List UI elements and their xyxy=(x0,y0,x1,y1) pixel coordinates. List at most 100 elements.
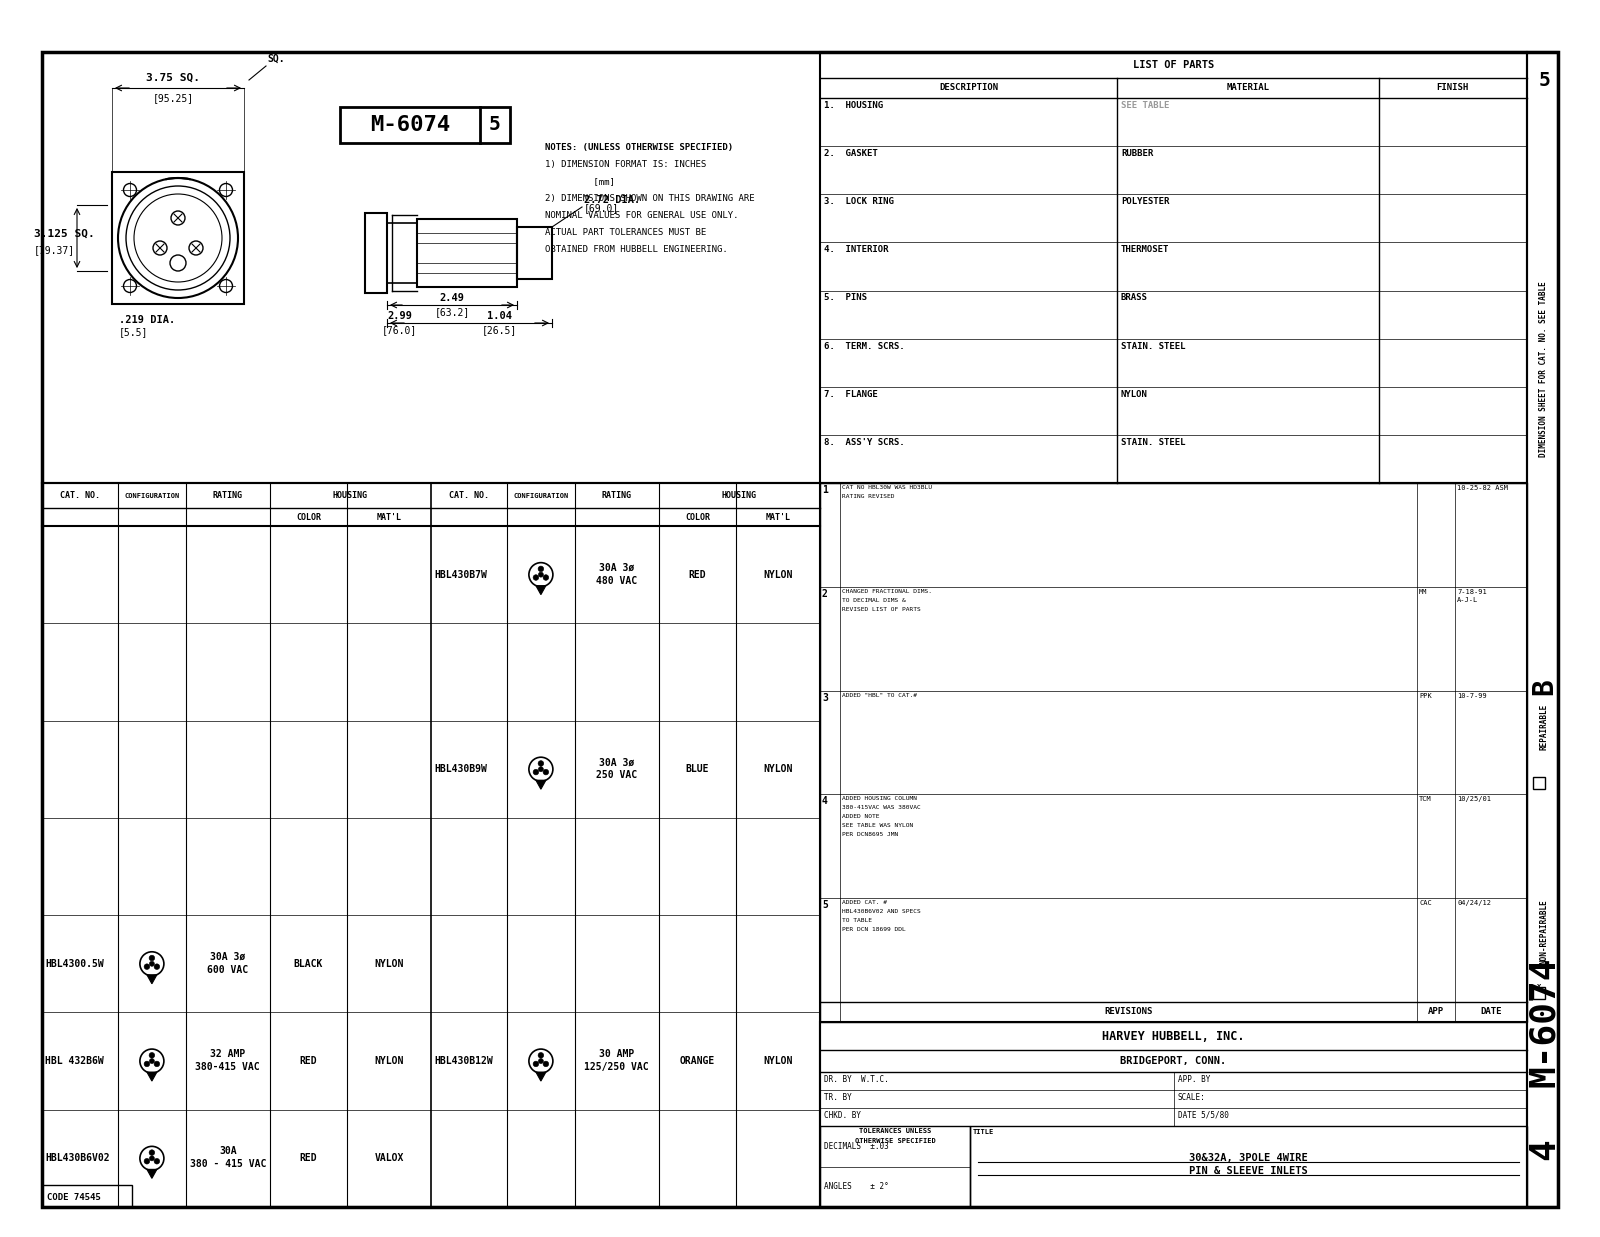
Circle shape xyxy=(533,769,539,774)
Text: A-J-L: A-J-L xyxy=(1458,596,1478,602)
Text: TO DECIMAL DIMS &: TO DECIMAL DIMS & xyxy=(842,597,906,602)
Text: 6.  TERM. SCRS.: 6. TERM. SCRS. xyxy=(824,341,904,350)
Text: [76.0]: [76.0] xyxy=(382,325,418,335)
Polygon shape xyxy=(147,1169,157,1179)
Text: 30A: 30A xyxy=(219,1147,237,1157)
Text: NYLON: NYLON xyxy=(1122,390,1147,398)
Bar xyxy=(1533,987,1546,999)
Text: X: X xyxy=(1538,983,1541,990)
Text: 5: 5 xyxy=(822,901,827,910)
Circle shape xyxy=(149,1150,155,1155)
Circle shape xyxy=(154,1158,160,1164)
Text: CONFIGURATION: CONFIGURATION xyxy=(125,492,179,499)
Text: DIMENSION SHEET FOR CAT. NO. SEE TABLE: DIMENSION SHEET FOR CAT. NO. SEE TABLE xyxy=(1539,282,1549,458)
Text: ADDED NOTE: ADDED NOTE xyxy=(842,814,880,819)
Text: CODE 74545: CODE 74545 xyxy=(46,1192,101,1202)
Bar xyxy=(418,219,517,287)
Bar xyxy=(339,106,510,143)
Text: SEE TABLE WAS NYLON: SEE TABLE WAS NYLON xyxy=(842,824,914,829)
Text: 380-415VAC WAS 380VAC: 380-415VAC WAS 380VAC xyxy=(842,805,920,810)
Text: LIST OF PARTS: LIST OF PARTS xyxy=(1133,61,1214,71)
Bar xyxy=(387,223,418,283)
Text: ORANGE: ORANGE xyxy=(680,1056,715,1066)
Text: REPAIRABLE: REPAIRABLE xyxy=(1539,704,1549,750)
Text: [26.5]: [26.5] xyxy=(482,325,517,335)
Text: MAT'L: MAT'L xyxy=(376,512,402,522)
Text: CAT. NO.: CAT. NO. xyxy=(59,491,99,500)
Text: RATING: RATING xyxy=(213,491,243,500)
Text: VALOX: VALOX xyxy=(374,1153,403,1163)
Text: 5.  PINS: 5. PINS xyxy=(824,293,867,303)
Text: [79.37]: [79.37] xyxy=(34,245,75,255)
Text: 3.75 SQ.: 3.75 SQ. xyxy=(146,73,200,83)
Text: ADDED "HBL" TO CAT.#: ADDED "HBL" TO CAT.# xyxy=(842,693,917,698)
Text: 4: 4 xyxy=(1526,1138,1562,1160)
Text: [95.25]: [95.25] xyxy=(152,93,194,103)
Text: B: B xyxy=(1530,679,1558,695)
Bar xyxy=(970,1126,1526,1207)
Circle shape xyxy=(538,767,544,772)
Text: DESCRIPTION: DESCRIPTION xyxy=(939,84,998,93)
Text: MM: MM xyxy=(1419,589,1427,595)
Text: HBL430B9W: HBL430B9W xyxy=(434,764,486,774)
Text: CAC: CAC xyxy=(1419,901,1432,907)
Text: SCALE:: SCALE: xyxy=(1178,1094,1205,1102)
Bar xyxy=(517,228,552,280)
Text: 5: 5 xyxy=(1538,71,1550,89)
Text: TR. BY: TR. BY xyxy=(824,1094,851,1102)
Text: CAT NO HBL30W WAS HD3BLU: CAT NO HBL30W WAS HD3BLU xyxy=(842,485,931,490)
Text: RATING: RATING xyxy=(602,491,632,500)
Circle shape xyxy=(154,964,160,970)
Text: BRIDGEPORT, CONN.: BRIDGEPORT, CONN. xyxy=(1120,1056,1227,1066)
Text: 10-25-82 ASM: 10-25-82 ASM xyxy=(1458,485,1507,491)
Text: RED: RED xyxy=(299,1056,317,1066)
Text: 32 AMP: 32 AMP xyxy=(210,1049,245,1059)
Circle shape xyxy=(538,573,544,578)
Polygon shape xyxy=(147,1072,157,1081)
Text: ACTUAL PART TOLERANCES MUST BE: ACTUAL PART TOLERANCES MUST BE xyxy=(546,228,706,238)
Text: HBL4300.5W: HBL4300.5W xyxy=(45,959,104,969)
Text: M-6074: M-6074 xyxy=(1526,956,1562,1087)
Text: TCM: TCM xyxy=(1419,797,1432,803)
Circle shape xyxy=(149,1155,154,1160)
Bar xyxy=(819,1126,970,1207)
Text: COLOR: COLOR xyxy=(296,512,322,522)
Text: POLYESTER: POLYESTER xyxy=(1122,197,1170,207)
Text: APP. BY: APP. BY xyxy=(1178,1075,1210,1084)
Text: HBL430B6V02: HBL430B6V02 xyxy=(45,1153,110,1163)
Text: OTHERWISE SPECIFIED: OTHERWISE SPECIFIED xyxy=(854,1138,936,1144)
Text: [5.5]: [5.5] xyxy=(118,327,149,336)
Text: PIN & SLEEVE INLETS: PIN & SLEEVE INLETS xyxy=(1189,1166,1307,1176)
Text: NYLON: NYLON xyxy=(763,570,794,580)
Text: 2.49: 2.49 xyxy=(440,293,464,303)
Text: PPK: PPK xyxy=(1419,693,1432,699)
Text: M-6074: M-6074 xyxy=(370,115,450,135)
Bar xyxy=(819,52,1526,482)
Text: MAT'L: MAT'L xyxy=(766,512,790,522)
Text: HBL430B6V02 AND SPECS: HBL430B6V02 AND SPECS xyxy=(842,909,920,914)
Text: FINISH: FINISH xyxy=(1437,84,1469,93)
Polygon shape xyxy=(536,585,546,595)
Circle shape xyxy=(144,964,150,970)
Text: THERMOSET: THERMOSET xyxy=(1122,245,1170,255)
Circle shape xyxy=(154,1061,160,1066)
Bar xyxy=(112,172,243,304)
Text: DR. BY  W.T.C.: DR. BY W.T.C. xyxy=(824,1075,888,1084)
Text: 3.  LOCK RING: 3. LOCK RING xyxy=(824,197,894,207)
Circle shape xyxy=(542,769,549,774)
Text: NYLON: NYLON xyxy=(374,1056,403,1066)
Text: 3: 3 xyxy=(822,693,827,703)
Text: [mm]: [mm] xyxy=(546,177,614,186)
Text: 30 AMP: 30 AMP xyxy=(598,1049,634,1059)
Circle shape xyxy=(542,1061,549,1066)
Text: 7.  FLANGE: 7. FLANGE xyxy=(824,390,878,398)
Text: RUBBER: RUBBER xyxy=(1122,150,1154,158)
Polygon shape xyxy=(536,781,546,789)
Text: 04/24/12: 04/24/12 xyxy=(1458,901,1491,907)
Text: HOUSING: HOUSING xyxy=(333,491,368,500)
Circle shape xyxy=(542,575,549,580)
Text: NYLON: NYLON xyxy=(763,764,794,774)
Text: HARVEY HUBBELL, INC.: HARVEY HUBBELL, INC. xyxy=(1102,1029,1245,1043)
Text: 2.  GASKET: 2. GASKET xyxy=(824,150,878,158)
Text: ADDED CAT. #: ADDED CAT. # xyxy=(842,901,886,905)
